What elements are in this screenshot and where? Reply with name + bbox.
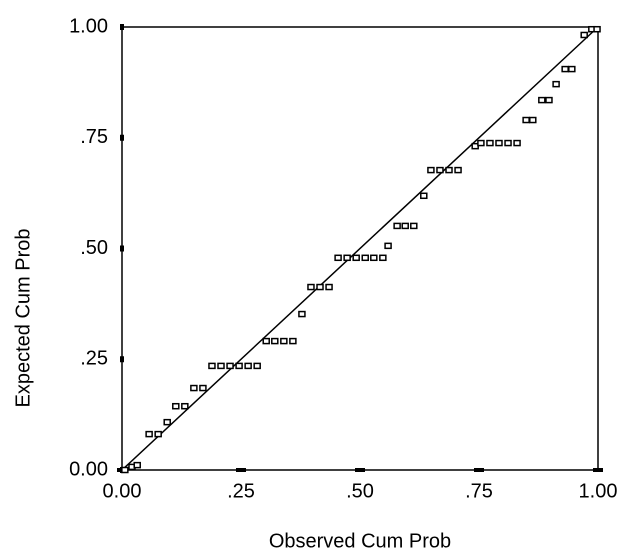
y-tick-label: .50: [80, 237, 108, 259]
x-tick-mark: [474, 468, 484, 472]
y-tick-mark: [120, 356, 124, 362]
point: [218, 363, 224, 368]
y-tick-label: 0.00: [69, 458, 108, 480]
point: [562, 67, 568, 72]
point: [308, 285, 314, 290]
y-axis-label: Expected Cum Prob: [12, 229, 34, 408]
point: [245, 363, 251, 368]
point: [290, 339, 296, 344]
x-tick-label: 1.00: [579, 480, 618, 502]
x-tick-label: 0.00: [103, 480, 142, 502]
y-tick-mark: [120, 135, 124, 141]
x-tick-mark: [355, 468, 365, 472]
y-tick-mark: [120, 24, 124, 30]
point: [496, 141, 502, 146]
point: [402, 223, 408, 228]
point: [326, 285, 332, 290]
point: [344, 255, 350, 260]
point: [594, 27, 600, 32]
point: [455, 168, 461, 173]
x-tick-label: .25: [227, 480, 255, 502]
point: [421, 193, 427, 198]
point: [428, 168, 434, 173]
point: [411, 223, 417, 228]
point: [164, 420, 170, 425]
y-tick-label: .25: [80, 348, 108, 370]
x-tick-mark: [236, 468, 246, 472]
point: [523, 118, 529, 123]
point: [200, 386, 206, 391]
reference-line: [122, 27, 598, 470]
point: [394, 223, 400, 228]
point: [385, 243, 391, 248]
x-axis-label: Observed Cum Prob: [269, 530, 451, 552]
point: [236, 363, 242, 368]
point: [446, 168, 452, 173]
y-tick-label: 1.00: [69, 15, 108, 37]
point: [353, 255, 359, 260]
point: [380, 255, 386, 260]
chart: Observed Cum Prob Expected Cum Prob 0.00…: [0, 0, 630, 559]
point: [272, 339, 278, 344]
point: [191, 386, 197, 391]
x-tick-label: .75: [465, 480, 493, 502]
point: [335, 255, 341, 260]
x-tick-label: .50: [346, 480, 374, 502]
point: [254, 363, 260, 368]
y-tick-label: .75: [80, 126, 108, 148]
point: [553, 82, 559, 87]
point: [371, 255, 377, 260]
point: [182, 404, 188, 409]
point: [581, 32, 587, 37]
point: [437, 168, 443, 173]
point: [263, 339, 269, 344]
point: [134, 463, 140, 468]
point: [514, 141, 520, 146]
x-tick-mark: [593, 468, 603, 472]
point: [155, 432, 161, 437]
y-tick-mark: [120, 246, 124, 252]
point: [530, 118, 536, 123]
point: [227, 363, 233, 368]
point: [478, 141, 484, 146]
point: [362, 255, 368, 260]
point: [569, 67, 575, 72]
point: [299, 312, 305, 317]
point: [487, 141, 493, 146]
point: [317, 285, 323, 290]
point: [209, 363, 215, 368]
point: [546, 98, 552, 103]
point: [173, 404, 179, 409]
point: [539, 98, 545, 103]
point: [281, 339, 287, 344]
point: [146, 432, 152, 437]
point: [122, 468, 128, 473]
point: [505, 141, 511, 146]
